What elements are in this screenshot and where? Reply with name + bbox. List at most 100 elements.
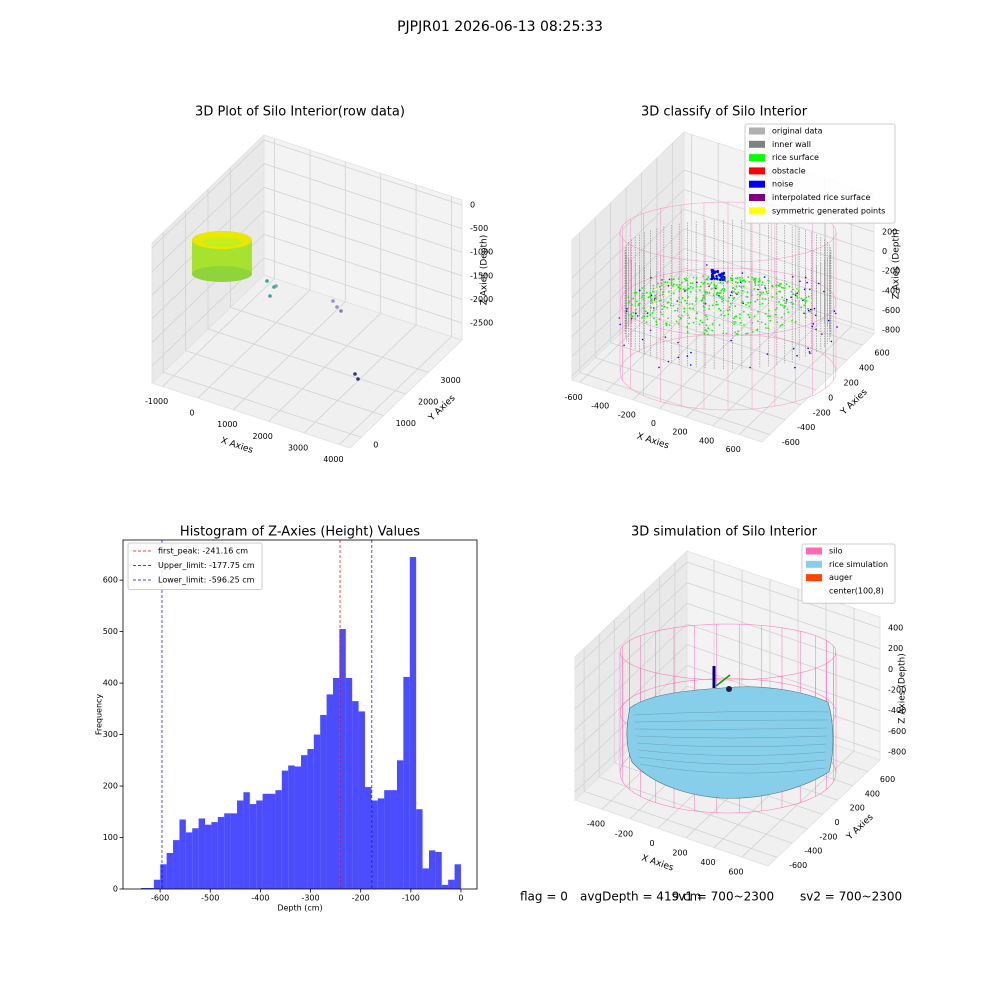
point xyxy=(657,282,659,285)
point xyxy=(717,303,719,306)
point xyxy=(658,285,661,288)
point xyxy=(702,302,705,304)
point xyxy=(736,277,739,279)
bar xyxy=(396,760,404,889)
point xyxy=(695,317,697,320)
point xyxy=(670,284,673,286)
legend-label: rice surface xyxy=(772,153,819,162)
x-tick-label: -400 xyxy=(587,820,605,829)
point xyxy=(638,289,641,292)
x-tick-label: 0 xyxy=(649,839,654,848)
point xyxy=(751,276,754,279)
grid-line xyxy=(579,372,770,435)
z-axis-label: Z Axies (Depth) xyxy=(898,653,908,724)
point xyxy=(711,271,715,275)
point xyxy=(733,317,735,320)
point xyxy=(642,292,644,295)
plot-frame xyxy=(122,539,478,890)
point xyxy=(730,291,733,293)
point xyxy=(661,293,664,296)
point xyxy=(792,303,794,305)
point xyxy=(679,287,682,290)
legend-box xyxy=(127,542,263,590)
bar xyxy=(249,804,257,889)
bar xyxy=(262,793,270,889)
point xyxy=(796,292,799,295)
point xyxy=(688,316,691,319)
point xyxy=(749,279,752,281)
point xyxy=(742,310,745,313)
y-tick-label: 100 xyxy=(103,833,118,842)
point xyxy=(780,282,782,285)
point xyxy=(650,276,652,279)
z-tick-label: -500 xyxy=(470,224,488,233)
legend-swatch xyxy=(749,154,765,162)
chart-title: 3D classify of Silo Interior xyxy=(641,105,808,120)
point xyxy=(792,288,795,291)
point xyxy=(719,281,722,284)
point xyxy=(784,287,786,289)
point xyxy=(681,306,683,308)
point xyxy=(641,296,643,299)
point xyxy=(771,285,774,288)
point xyxy=(680,314,683,317)
point xyxy=(753,288,756,290)
point xyxy=(651,302,653,304)
bar xyxy=(307,748,314,889)
point xyxy=(757,310,759,313)
point xyxy=(741,290,744,292)
y-tick-label: 1000 xyxy=(396,419,416,428)
point xyxy=(806,281,808,284)
bar xyxy=(320,715,327,889)
point xyxy=(767,327,770,330)
bar xyxy=(160,864,167,889)
bar xyxy=(224,813,231,889)
point xyxy=(703,281,706,284)
bar xyxy=(377,798,385,889)
bar xyxy=(153,879,161,889)
point xyxy=(739,313,741,316)
point xyxy=(804,300,807,303)
point xyxy=(721,278,724,281)
point xyxy=(821,333,823,335)
point xyxy=(738,285,741,288)
point xyxy=(739,322,742,324)
point xyxy=(827,319,830,322)
legend-swatch xyxy=(749,180,765,188)
point xyxy=(740,318,743,320)
point xyxy=(667,284,670,287)
point xyxy=(705,315,708,317)
z-tick-label: -600 xyxy=(882,306,900,315)
rice-mesh xyxy=(636,742,827,747)
bar xyxy=(237,800,244,889)
point xyxy=(698,323,701,326)
point xyxy=(786,298,788,301)
grid-line xyxy=(583,791,778,858)
point xyxy=(800,306,803,309)
bar xyxy=(352,701,359,889)
point xyxy=(757,320,759,323)
rice-surface xyxy=(626,686,834,799)
z-tick-label: -200 xyxy=(888,685,906,694)
point xyxy=(673,287,676,290)
point xyxy=(747,313,750,316)
point xyxy=(649,292,652,295)
point xyxy=(718,278,722,282)
point xyxy=(653,299,656,302)
point xyxy=(635,312,637,315)
legend-label: auger xyxy=(829,573,853,582)
point xyxy=(765,327,767,329)
point xyxy=(728,296,730,299)
grid-line xyxy=(185,350,384,416)
point xyxy=(632,297,635,300)
point xyxy=(651,290,654,293)
point xyxy=(676,309,679,312)
x-tick-label: 0 xyxy=(458,894,463,903)
point xyxy=(754,279,757,282)
point xyxy=(787,311,790,313)
point xyxy=(680,301,683,304)
point xyxy=(764,323,767,326)
point xyxy=(716,278,719,281)
bar xyxy=(313,734,321,889)
point xyxy=(794,294,797,297)
